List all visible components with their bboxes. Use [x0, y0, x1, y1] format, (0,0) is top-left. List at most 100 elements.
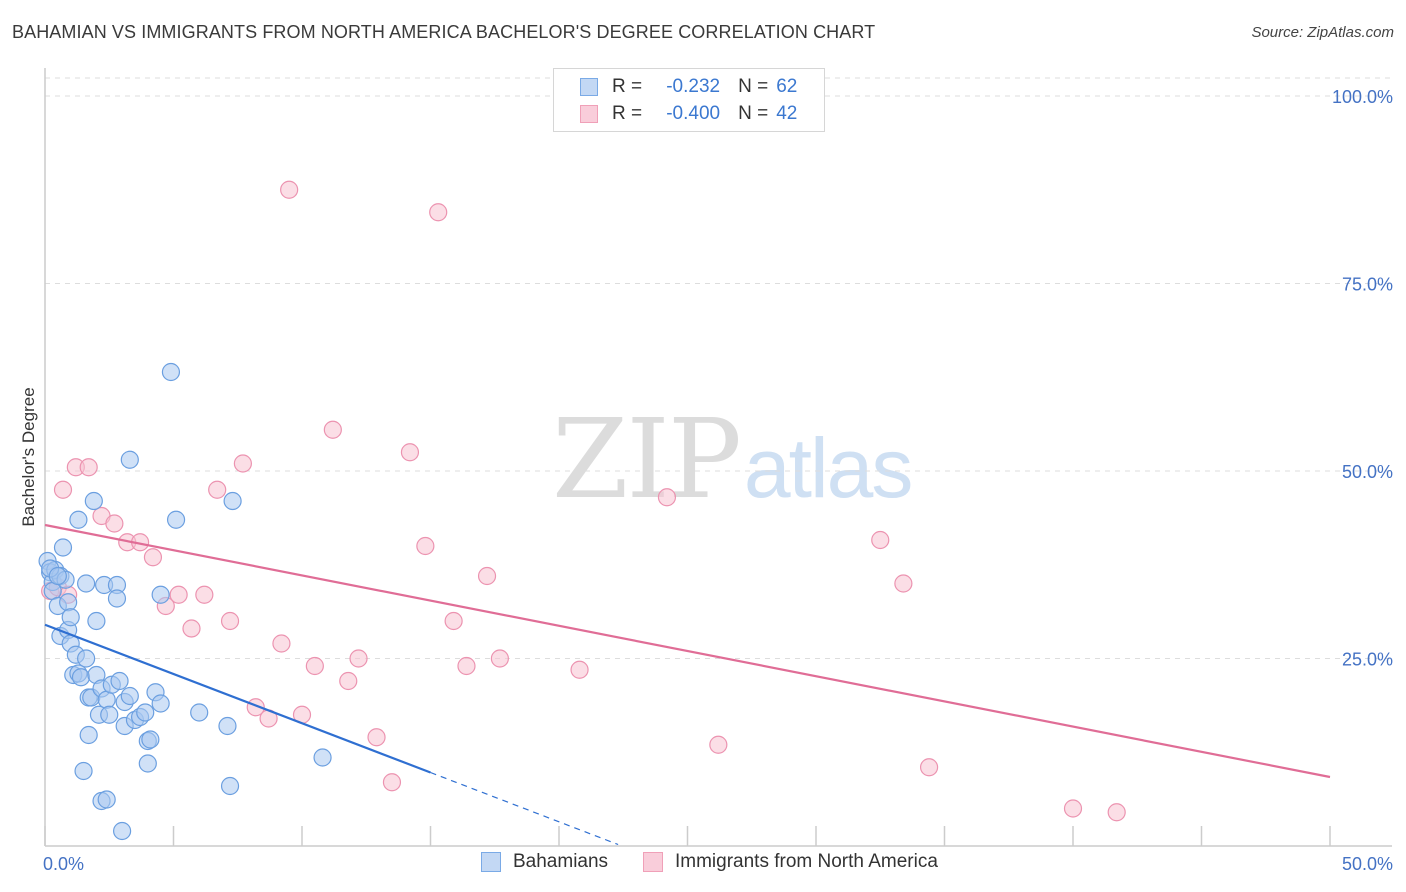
trend-line-bahamians: [44, 623, 431, 774]
data-point-immigrants: [894, 574, 913, 593]
correlation-legend: R = -0.232 N = 62 R = -0.400 N = 42: [553, 68, 825, 132]
data-point-bahamians: [112, 821, 132, 841]
pink-points: [41, 180, 1126, 822]
data-point-immigrants: [367, 728, 386, 747]
data-point-bahamians: [141, 730, 160, 749]
data-point-bahamians: [313, 748, 332, 767]
data-point-immigrants: [233, 454, 252, 473]
data-point-immigrants: [169, 585, 188, 604]
axis-labels: 25.0% 50.0% 75.0% 100.0% 0.0% 50.0% Bachelor's…: [19, 87, 1393, 874]
legend-n-label: N =: [738, 76, 769, 97]
x-tick-label: 0.0%: [43, 854, 84, 874]
data-point-immigrants: [1107, 803, 1126, 822]
trend-line-bahamians-extension: [430, 771, 619, 846]
x-tick-label: 50.0%: [1342, 854, 1393, 874]
data-point-immigrants: [105, 514, 124, 533]
trend-lines: [44, 523, 1331, 846]
data-point-immigrants: [79, 458, 98, 477]
legend-swatch-pink: [580, 105, 598, 123]
data-point-bahamians: [61, 608, 80, 627]
data-point-immigrants: [272, 634, 291, 653]
data-point-bahamians: [120, 450, 139, 469]
data-point-immigrants: [143, 548, 163, 567]
trend-line-immigrants: [44, 523, 1331, 779]
legend-row-immigrants: R = -0.400 N = 42: [580, 102, 797, 126]
data-point-immigrants: [382, 773, 402, 792]
data-point-immigrants: [323, 420, 342, 439]
data-point-immigrants: [220, 611, 240, 631]
legend-r-value: -0.232: [666, 76, 721, 97]
series-legend-immigrants[interactable]: Immigrants from North America: [643, 851, 938, 873]
y-axis-label: Bachelor's Degree: [19, 387, 38, 526]
legend-row-bahamians: R = -0.232 N = 62: [580, 75, 797, 99]
data-point-immigrants: [457, 656, 476, 676]
data-point-immigrants: [305, 656, 324, 676]
data-point-immigrants: [349, 649, 368, 668]
data-point-immigrants: [429, 203, 448, 222]
data-point-bahamians: [74, 761, 93, 781]
data-point-bahamians: [53, 538, 73, 557]
data-point-bahamians: [69, 510, 88, 529]
gridlines: [45, 77, 1392, 659]
y-tick-label: 25.0%: [1342, 650, 1393, 670]
legend-n-value: 42: [776, 103, 798, 124]
data-point-bahamians: [220, 776, 240, 796]
chart-title: BAHAMIAN VS IMMIGRANTS FROM NORTH AMERIC…: [12, 22, 876, 42]
data-point-bahamians: [151, 694, 170, 713]
data-point-bahamians: [71, 668, 91, 687]
data-point-bahamians: [151, 585, 170, 604]
y-tick-label: 50.0%: [1342, 462, 1393, 482]
series-legend-bahamians[interactable]: Bahamians: [481, 851, 608, 873]
data-point-bahamians: [166, 510, 186, 529]
data-point-bahamians: [48, 566, 67, 586]
data-point-immigrants: [339, 671, 358, 691]
watermark: ZIPatlas: [552, 395, 913, 523]
data-point-immigrants: [709, 735, 728, 754]
data-point-bahamians: [161, 362, 181, 382]
data-point-bahamians: [110, 671, 129, 691]
data-point-immigrants: [195, 585, 214, 604]
legend-r-label: R =: [612, 103, 643, 124]
data-point-bahamians: [107, 589, 127, 608]
data-point-bahamians: [100, 705, 119, 724]
chart-source: Source: ZipAtlas.com: [1251, 24, 1394, 41]
legend-n-label: N =: [738, 103, 769, 124]
data-point-immigrants: [919, 758, 939, 777]
blue-points: [38, 362, 332, 841]
series-label: Immigrants from North America: [675, 851, 938, 872]
legend-n-value: 62: [776, 76, 798, 97]
data-point-immigrants: [53, 480, 73, 499]
data-point-bahamians: [77, 649, 96, 668]
y-tick-label: 100.0%: [1332, 87, 1393, 107]
legend-r-value: -0.400: [666, 103, 721, 124]
data-point-bahamians: [77, 574, 96, 593]
data-point-bahamians: [59, 593, 78, 612]
data-point-bahamians: [84, 491, 103, 511]
series-label: Bahamians: [513, 851, 609, 872]
data-point-immigrants: [490, 649, 509, 668]
data-point-immigrants: [570, 660, 589, 679]
series-swatch-blue: [481, 852, 501, 872]
series-swatch-pink: [643, 852, 663, 872]
data-point-immigrants: [400, 443, 420, 462]
data-point-bahamians: [190, 703, 209, 722]
data-point-immigrants: [1063, 799, 1083, 818]
data-point-bahamians: [223, 491, 242, 511]
data-point-bahamians: [79, 725, 98, 745]
axes: [44, 68, 1392, 847]
legend-swatch-blue: [580, 78, 598, 96]
data-point-bahamians: [87, 611, 106, 631]
data-point-bahamians: [97, 790, 116, 809]
data-point-bahamians: [136, 703, 155, 722]
watermark-atlas: atlas: [743, 421, 913, 515]
data-point-immigrants: [208, 480, 227, 499]
data-point-immigrants: [871, 530, 890, 550]
data-point-immigrants: [182, 619, 201, 638]
legend-r-label: R =: [612, 76, 643, 97]
data-point-immigrants: [657, 488, 677, 507]
data-point-immigrants: [477, 566, 497, 586]
data-point-bahamians: [120, 686, 139, 706]
data-point-immigrants: [280, 180, 299, 199]
data-point-bahamians: [218, 716, 237, 736]
